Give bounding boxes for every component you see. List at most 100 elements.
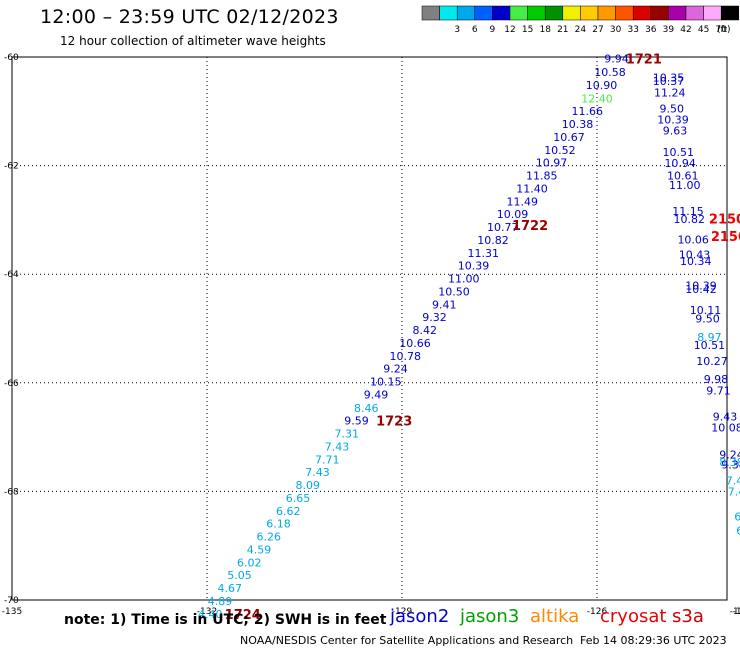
legend-label: 42 [680, 25, 691, 35]
wave-height-label: 10.82 [674, 213, 706, 226]
x-tick-label: -126 [587, 607, 608, 617]
legend-swatch [597, 5, 616, 21]
legend-label: 30 [610, 25, 622, 35]
wave-height-label: 5.05 [227, 569, 252, 582]
wave-height-label: 9.32 [422, 311, 447, 324]
wave-height-labels: 9.9410.5810.9012.4011.6610.3810.6710.521… [198, 53, 740, 621]
legend-swatch [527, 5, 546, 21]
wave-height-label: 10.09 [497, 208, 529, 221]
legend-label: 21 [557, 25, 568, 35]
wave-height-label: 10.66 [399, 337, 431, 350]
wave-height-label: 10.39 [685, 280, 717, 293]
legend-label: 9 [490, 25, 496, 35]
x-tick-label: -132 [197, 607, 217, 617]
footer-credit: NOAA/NESDIS Center for Satellite Applica… [240, 634, 574, 647]
wave-height-label: 7.31 [335, 427, 360, 440]
legend-swatch [439, 5, 458, 21]
time-label: 1723 [376, 414, 412, 429]
satellite-altika: altika [530, 606, 580, 627]
wave-height-label: 10.38 [562, 118, 594, 131]
satellite-jason2: jason2 [390, 606, 450, 627]
wave-height-label: 9.49 [364, 389, 389, 402]
wave-height-label: 6.02 [237, 557, 262, 570]
legend-label: 45 [698, 25, 709, 35]
wave-height-label: 4.89 [208, 595, 233, 608]
legend-label: 18 [539, 25, 551, 35]
legend-swatch [474, 5, 493, 21]
legend-swatch [615, 5, 634, 21]
time-labels: 1721172217231724215021502149214921482148 [225, 53, 740, 623]
color-legend: 3 6 9 12 15 18 21 24 27 30 33 36 39 42 45 70(ft) [421, 5, 740, 35]
wave-height-label: 10.08 [711, 421, 740, 434]
wave-height-label: 10.39 [657, 113, 689, 126]
legend-label: 3 [454, 25, 460, 35]
chart-title: 12:00 – 23:59 UTC 02/12/2023 [40, 6, 339, 28]
wave-height-label: 10.42 [685, 283, 717, 296]
wave-height-label: 8.42 [413, 324, 438, 337]
legend-swatch [703, 5, 722, 21]
wave-height-label: 11.00 [669, 179, 701, 192]
wave-height-label: 9.43 [713, 410, 738, 423]
wave-height-label: 10.35 [653, 72, 685, 85]
wave-height-label: 6.65 [286, 492, 311, 505]
wave-height-label: 7.41 [726, 475, 740, 488]
wave-height-label: 10.34 [680, 255, 712, 268]
wave-height-label: 6.62 [276, 505, 301, 518]
legend-label: 15 [522, 25, 533, 35]
y-tick-label: -70 [4, 596, 19, 606]
wave-height-label: 10.52 [544, 144, 576, 157]
wave-height-label: 9.41 [432, 299, 457, 312]
wave-height-label: 10.61 [667, 169, 699, 182]
wave-height-label: 10.39 [458, 260, 490, 273]
wave-height-label: 10.94 [664, 157, 696, 170]
legend-swatch [509, 5, 528, 21]
x-tick-label: -129 [392, 607, 413, 617]
time-label: 2150 [711, 230, 740, 245]
wave-height-label: 9.24 [383, 363, 408, 376]
wave-height-label: 9.98 [704, 373, 729, 386]
wave-height-label: 11.40 [516, 182, 548, 195]
wave-height-label: 11.31 [468, 247, 500, 260]
satellite-s3a: s3a [672, 606, 704, 627]
wave-height-label: 11.85 [526, 169, 558, 182]
y-tick-label: -64 [4, 270, 19, 280]
wave-height-label: 10.06 [677, 233, 709, 246]
legend-swatch [720, 5, 740, 21]
wave-height-label: 8.46 [354, 402, 379, 415]
wave-height-label: 10.43 [679, 249, 711, 262]
wave-height-label: 10.97 [536, 156, 568, 169]
y-tick-label: -66 [4, 379, 19, 389]
wave-height-label: 10.50 [438, 286, 470, 299]
wave-height-label: 10.77 [487, 221, 519, 234]
grid-lines [12, 57, 727, 600]
legend-swatch [492, 5, 511, 21]
y-tick-label: -68 [4, 487, 19, 497]
legend-swatch [685, 5, 704, 21]
wave-height-label: 11.00 [448, 273, 480, 286]
wave-height-label: 6.18 [266, 517, 291, 530]
legend-label: 27 [592, 25, 603, 35]
time-label: 1724 [225, 608, 261, 623]
y-tick-label: -62 [4, 162, 19, 172]
wave-height-label: 10.51 [694, 339, 726, 352]
y-tick-label: -60 [4, 53, 19, 63]
legend-label: 70 [715, 25, 727, 35]
wave-height-label: 9.63 [663, 124, 688, 137]
axis-ticks: -135 -132 -129 -126 -123-12 -60 -62 -64 -66 -68 -7… [2, 53, 740, 617]
wave-height-label: 10.11 [690, 304, 722, 317]
wave-height-label: 6.26 [257, 530, 282, 543]
wave-height-label: 8.09 [296, 479, 321, 492]
wave-height-label: 10.37 [653, 75, 685, 88]
wave-height-label: 4.40 [198, 608, 223, 621]
legend-swatch [580, 5, 599, 21]
satellite-cryosat: cryosat [600, 606, 667, 627]
legend-label: 6 [472, 25, 478, 35]
wave-height-label: 9.94 [604, 53, 629, 66]
time-label: 1721 [626, 53, 662, 68]
legend-swatch [632, 5, 652, 21]
plot-frame [11, 56, 728, 601]
wave-height-label: 7.71 [315, 453, 340, 466]
wave-height-label: 4.59 [247, 544, 272, 557]
wave-height-label: 10.90 [586, 79, 618, 92]
